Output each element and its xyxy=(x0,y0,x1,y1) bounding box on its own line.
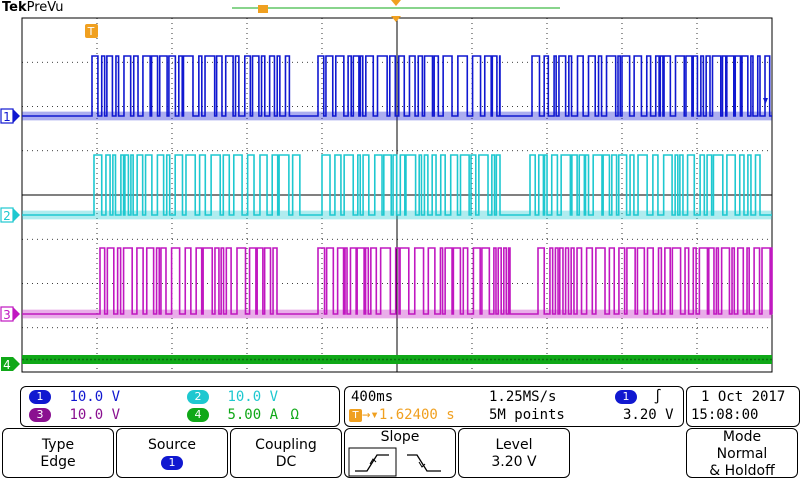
ch2-scale: 10.0 V xyxy=(227,389,279,405)
trigger-point-icon xyxy=(391,0,401,6)
trigger-marker-icon xyxy=(85,24,98,38)
ch4-marker-label: 4 xyxy=(3,358,11,372)
ch3-ground-marker[interactable]: 3 xyxy=(0,306,20,322)
slope-title: Slope xyxy=(380,429,420,445)
ch1-readout[interactable]: 1 10.0 V xyxy=(29,389,120,405)
ch2-ground-marker[interactable]: 2 xyxy=(0,207,20,223)
level-value: 3.20 V xyxy=(491,454,537,470)
source-value-badge: 1 xyxy=(161,456,183,470)
record-length: 5M points xyxy=(489,407,565,423)
ch1-scale: 10.0 V xyxy=(69,389,121,405)
ch1-waveform xyxy=(22,55,772,117)
trigger-source-badge: 1 xyxy=(615,390,637,404)
ch4-scale: 5.00 A xyxy=(227,407,279,423)
coupling-title: Coupling xyxy=(255,437,317,453)
ch4-waveform xyxy=(22,355,772,364)
ch1-ground-marker[interactable]: 1 xyxy=(0,108,20,124)
ch2-marker-label: 2 xyxy=(3,209,11,223)
type-title: Type xyxy=(41,437,75,453)
ch1-badge: 1 xyxy=(29,390,51,404)
trigger-position-value: 1.62400 s xyxy=(378,407,455,423)
trigger-level-readout: 3.20 V xyxy=(623,407,674,423)
trigger-source-readout: 1 ∫ xyxy=(615,389,662,405)
trigger-level-icon xyxy=(763,98,768,104)
ch1-marker-arrow-icon xyxy=(13,109,20,123)
ch3-waveform xyxy=(22,247,773,315)
top-markers: T xyxy=(85,0,768,104)
mode-value2: & Holdoff xyxy=(709,463,775,479)
waveforms xyxy=(22,55,773,364)
zoom-marker-icon xyxy=(258,5,268,13)
ch1-marker-label: 1 xyxy=(3,110,11,124)
time: 15:08:00 xyxy=(691,407,759,423)
date: 1 Oct 2017 xyxy=(701,389,786,405)
source-button[interactable]: Source 1 xyxy=(116,428,228,478)
brand-rest: PreVu xyxy=(26,0,64,15)
trigger-arrow-icon: →▾ xyxy=(362,407,379,423)
ohm-icon: Ω xyxy=(290,407,299,423)
ch3-marker-arrow-icon xyxy=(13,307,20,321)
ch2-readout[interactable]: 2 10.0 V xyxy=(187,389,278,405)
expansion-point-icon xyxy=(391,16,401,22)
ch2-marker-arrow-icon xyxy=(13,208,20,222)
level-button[interactable]: Level 3.20 V xyxy=(458,428,570,478)
ch4-marker-arrow-icon xyxy=(13,357,20,371)
sample-rate: 1.25MS/s xyxy=(489,389,557,405)
brand-logo: TekPreVu xyxy=(2,0,64,16)
channel-markers[interactable]: 1 2 3 4 xyxy=(0,108,20,372)
coupling-value: DC xyxy=(275,454,297,470)
rising-slope-icon xyxy=(355,454,389,472)
source-title: Source xyxy=(147,437,197,453)
channel-readout[interactable]: 1 10.0 V 2 10.0 V 3 10.0 V 4 5.00 A Ω xyxy=(20,386,340,427)
mode-title: Mode xyxy=(722,429,762,445)
ch3-scale: 10.0 V xyxy=(69,407,121,423)
ch3-readout[interactable]: 3 10.0 V xyxy=(29,407,120,423)
timebase: 400ms xyxy=(351,389,394,405)
ch4-readout[interactable]: 4 5.00 A Ω xyxy=(187,407,299,423)
trigger-position: T →▾1.62400 s xyxy=(349,407,455,423)
ch2-waveform xyxy=(22,154,772,216)
slope-options[interactable] xyxy=(345,446,455,478)
type-button[interactable]: Type Edge xyxy=(2,428,114,478)
ch4-badge: 4 xyxy=(187,408,209,422)
mode-button[interactable]: Mode Normal & Holdoff xyxy=(686,428,798,479)
ch4-marker-box xyxy=(1,357,13,371)
trigger-marker-label: T xyxy=(87,25,95,38)
level-title: Level xyxy=(495,437,533,453)
datetime-readout: 1 Oct 2017 15:08:00 xyxy=(686,386,800,427)
ch4-ground-marker[interactable]: 4 xyxy=(1,357,20,372)
status-header: TekPreVu xyxy=(0,0,800,18)
waveform-display[interactable]: 1 2 3 4 T xyxy=(0,0,800,386)
mode-value1: Normal xyxy=(716,446,768,462)
ch3-badge: 3 xyxy=(29,408,51,422)
falling-slope-icon[interactable] xyxy=(407,454,441,472)
ch3-marker-label: 3 xyxy=(3,308,11,322)
acquisition-readout[interactable]: 400ms 1.25MS/s T →▾1.62400 s 5M points 1 … xyxy=(344,386,684,427)
type-value: Edge xyxy=(40,454,76,470)
falling-arrow-icon xyxy=(418,461,426,468)
slope-button[interactable]: Slope xyxy=(344,428,456,478)
trigger-position-icon: T xyxy=(349,408,362,422)
coupling-button[interactable]: Coupling DC xyxy=(230,428,342,478)
rising-arrow-icon xyxy=(369,458,377,465)
brand-bold: Tek xyxy=(2,0,27,15)
rising-edge-icon: ∫ xyxy=(653,389,662,405)
ch2-badge: 2 xyxy=(187,390,209,404)
